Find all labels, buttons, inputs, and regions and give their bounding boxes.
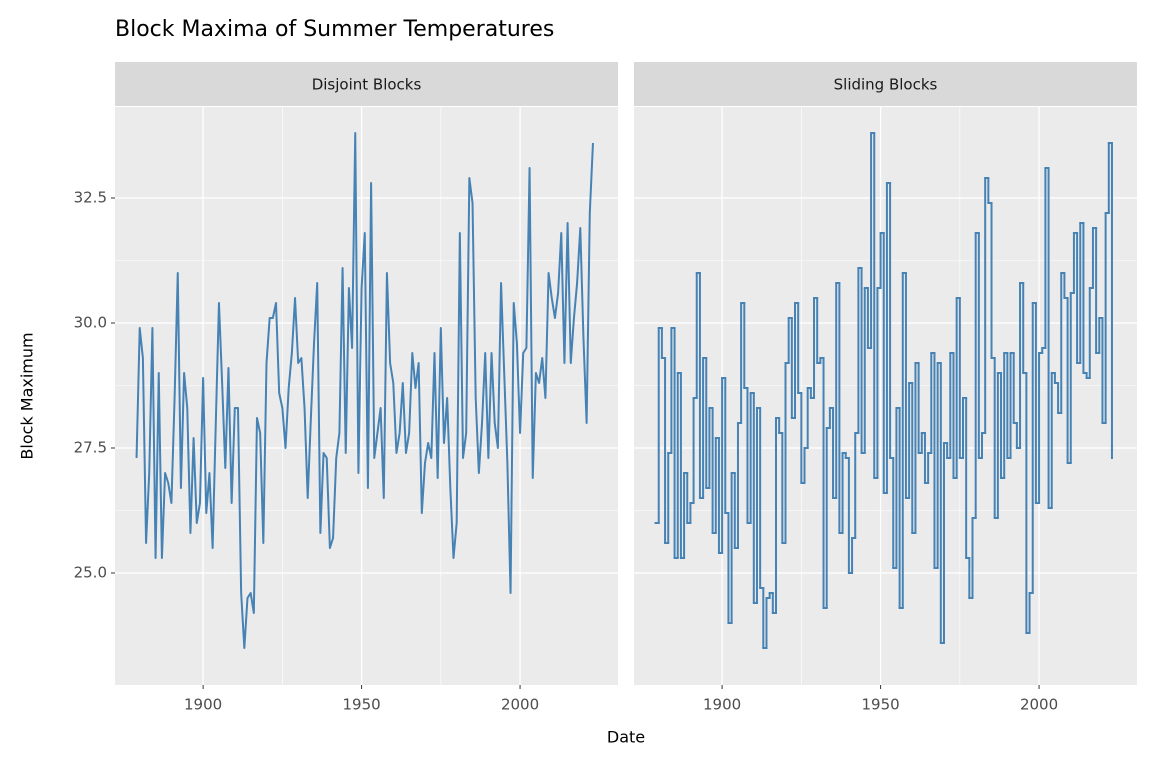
panel-background: [634, 107, 1137, 685]
x-tick-label: 1900: [703, 696, 741, 714]
strip-label: Disjoint Blocks: [312, 76, 422, 94]
x-tick-label: 1950: [342, 696, 380, 714]
x-tick-label: 2000: [1020, 696, 1058, 714]
x-tick-label: 2000: [501, 696, 539, 714]
y-tick-label: 32.5: [74, 189, 107, 207]
y-axis-title: Block Maximum: [18, 332, 37, 459]
x-axis-title: Date: [607, 728, 645, 747]
strip-background: [115, 62, 618, 106]
x-tick-label: 1950: [861, 696, 899, 714]
y-tick-label: 27.5: [74, 439, 107, 457]
strip-background: [634, 62, 1137, 106]
chart-title: Block Maxima of Summer Temperatures: [115, 17, 554, 42]
strip-label: Sliding Blocks: [834, 76, 938, 94]
x-tick-label: 1900: [184, 696, 222, 714]
series-line: [135, 132, 594, 649]
y-tick-label: 30.0: [74, 314, 107, 332]
y-tick-label: 25.0: [74, 564, 107, 582]
